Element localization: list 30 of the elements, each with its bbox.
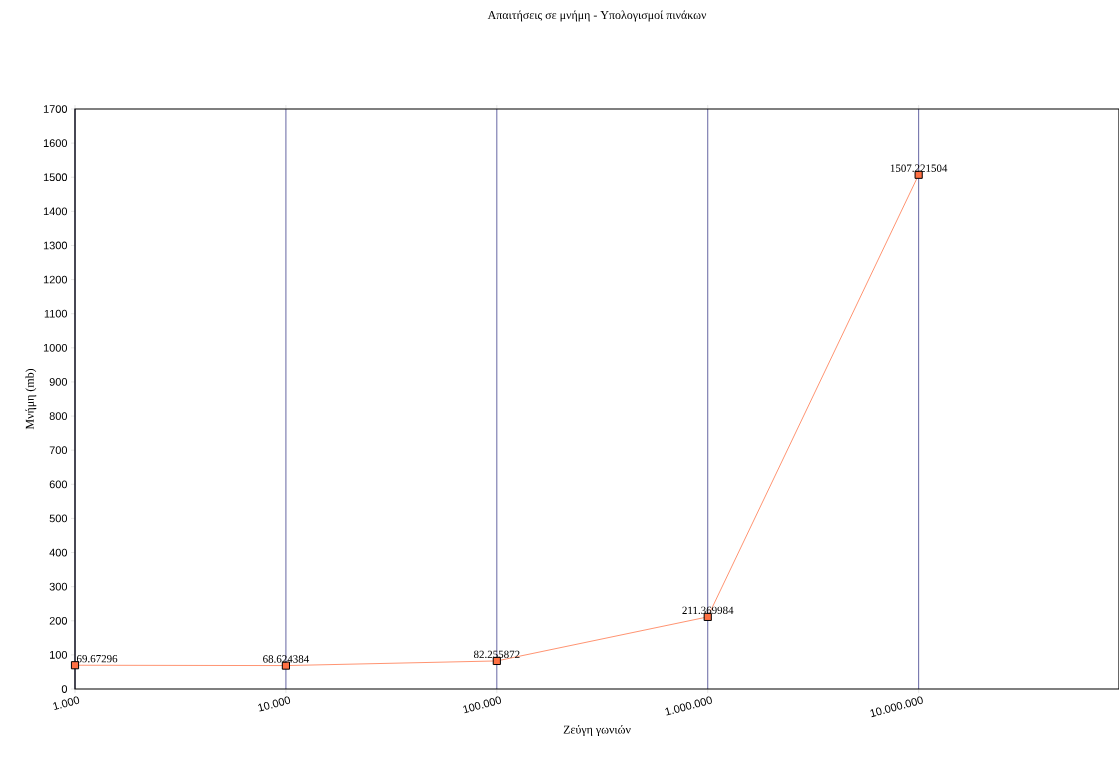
y-tick-label: 400 [49, 548, 68, 557]
y-tick-label: 1300 [43, 241, 68, 250]
data-label: 69.67296 [76, 655, 118, 663]
x-tick-label: 100.000 [463, 696, 501, 714]
y-tick-label: 600 [49, 480, 68, 489]
y-tick-label: 0 [61, 685, 68, 693]
y-tick-label: 200 [49, 616, 68, 625]
y-tick-label: 1400 [43, 207, 68, 216]
y-tick-label: 1200 [43, 275, 68, 284]
point [70, 661, 80, 670]
data-label: 211.369984 [682, 606, 734, 615]
y-tick-label: 1600 [43, 139, 68, 147]
data-label: 68.624384 [263, 655, 310, 663]
y-tick-label: 100 [50, 651, 68, 659]
y-tick-label: 1700 [43, 105, 68, 113]
y-tick-label: 1500 [43, 173, 68, 182]
data-label: 1507.221504 [890, 164, 948, 172]
chart-title: Απαιτήσεις σε μνήμη - Υπολογισμοί πινάκων [487, 10, 707, 22]
y-tick-label: 800 [49, 412, 68, 420]
x-tick-label: 1.000 [53, 696, 80, 711]
y-axis-title: Μνήμη (mb) [25, 368, 37, 430]
x-tick-label: 10.000 [258, 696, 291, 712]
data-label: 82.255872 [473, 650, 520, 659]
y-tick-label: 900 [49, 378, 68, 386]
y-tick-label: 500 [49, 514, 68, 523]
y-tick-label: 1100 [44, 309, 68, 318]
y-tick-label: 700 [49, 446, 68, 455]
y-tick-label: 1000 [43, 343, 68, 352]
y-tick-label: 300 [49, 582, 68, 591]
x-axis-title: Ζεύγη γωνιών [563, 725, 631, 737]
